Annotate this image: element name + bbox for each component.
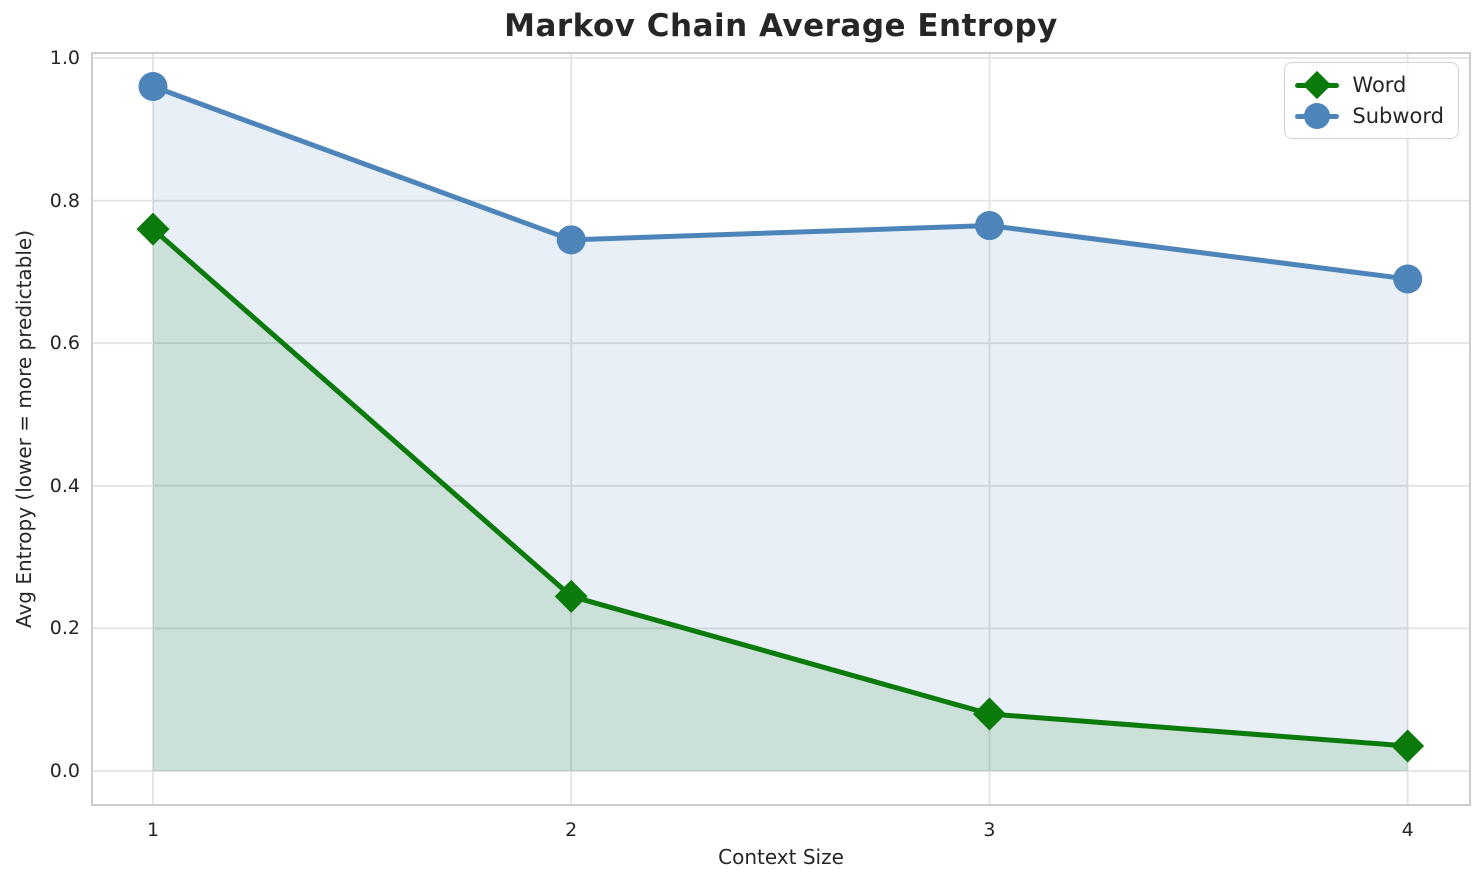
subword-marker	[556, 225, 586, 255]
word-marker	[554, 579, 588, 613]
subword-marker	[974, 211, 1004, 241]
legend-label-subword: Subword	[1352, 104, 1444, 128]
x-tick-label: 2	[565, 819, 578, 841]
legend-item-subword: Subword	[1295, 101, 1444, 131]
subword-area	[153, 86, 1408, 771]
y-axis-label: Avg Entropy (lower = more predictable)	[12, 229, 36, 629]
word-line	[150, 226, 1411, 749]
x-axis-label: Context Size	[718, 845, 844, 869]
word-diamond-marker-icon	[1295, 70, 1340, 100]
legend: Word Subword	[1284, 62, 1459, 139]
word-marker	[972, 697, 1006, 731]
plot-frame	[91, 52, 1471, 806]
y-tick-label: 0.4	[49, 474, 80, 497]
x-tick-label: 4	[1401, 819, 1414, 841]
word-marker	[1391, 729, 1425, 763]
x-tick-label: 3	[983, 819, 996, 841]
y-tick-label: 1.0	[49, 47, 80, 69]
x-tick-label: 1	[146, 819, 160, 841]
word-area	[153, 229, 1408, 771]
legend-label-word: Word	[1352, 73, 1407, 97]
y-tick-label: 0.6	[49, 332, 80, 355]
y-tick-label: 0.2	[49, 617, 80, 640]
y-tick-label: 0.8	[49, 189, 80, 212]
subword-circle-marker-icon	[1295, 101, 1340, 131]
y-tick-label: 0.0	[49, 760, 80, 782]
word-marker	[136, 212, 170, 246]
subword-marker	[1393, 264, 1423, 294]
plot-background	[92, 53, 1470, 805]
legend-item-word: Word	[1295, 70, 1444, 100]
chart-title: Markov Chain Average Entropy	[504, 8, 1058, 44]
subword-marker	[138, 72, 168, 102]
subword-line	[150, 84, 1411, 282]
